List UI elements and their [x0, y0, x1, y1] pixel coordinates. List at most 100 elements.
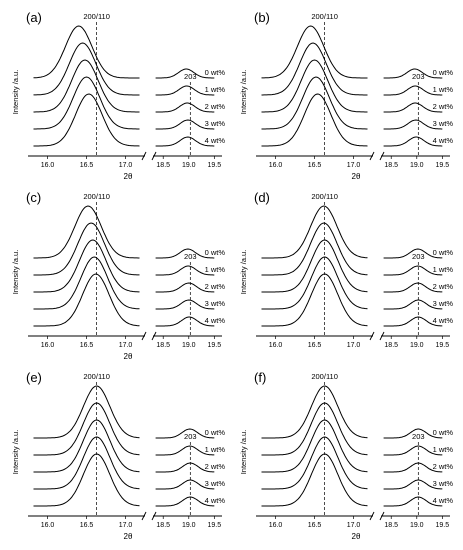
y-axis-label: Intensity /a.u. — [239, 430, 248, 475]
series-label: 1 wt% — [433, 85, 454, 94]
series-label: 3 wt% — [205, 119, 226, 128]
axis-break-mark — [369, 151, 375, 161]
x-tick-label: 16.5 — [308, 162, 322, 169]
series-label: 3 wt% — [205, 299, 226, 308]
x-tick-label: 18.5 — [156, 342, 170, 349]
series-line-right — [383, 496, 443, 507]
series-line-left — [33, 273, 140, 327]
x-axis-label: 2θ — [352, 532, 361, 541]
series-line-right — [383, 248, 443, 259]
x-tick-label: 16.0 — [41, 522, 55, 529]
series-line-left — [33, 59, 140, 113]
peak-label: 203 — [184, 252, 197, 261]
x-tick-label: 19.5 — [436, 342, 450, 349]
series-label: 4 wt% — [433, 136, 454, 145]
x-tick-label: 17.0 — [119, 522, 133, 529]
peak-label: 200/110 — [311, 372, 338, 381]
y-axis-label: Intensity /a.u. — [239, 70, 248, 115]
series-label: 4 wt% — [433, 316, 454, 325]
series-label: 0 wt% — [205, 428, 226, 437]
axis-break-mark — [379, 331, 385, 341]
series-line-right — [383, 85, 443, 96]
x-tick-label: 19.0 — [410, 342, 424, 349]
x-tick-label: 16.0 — [269, 522, 283, 529]
series-line-left — [261, 419, 368, 473]
series-label: 4 wt% — [433, 496, 454, 505]
axis-break-mark — [141, 511, 147, 521]
series-line-right — [383, 445, 443, 456]
x-tick-label: 16.5 — [80, 342, 94, 349]
x-tick-label: 16.0 — [41, 342, 55, 349]
series-label: 3 wt% — [433, 299, 454, 308]
x-tick-label: 17.0 — [119, 162, 133, 169]
series-line-left — [33, 42, 140, 96]
x-tick-label: 19.5 — [208, 342, 222, 349]
series-line-left — [33, 436, 140, 490]
series-line-left — [261, 93, 368, 147]
axis-break-mark — [379, 151, 385, 161]
x-tick-label: 16.5 — [80, 522, 94, 529]
series-line-left — [33, 25, 140, 79]
axis-break-mark — [151, 151, 157, 161]
x-tick-label: 17.0 — [347, 522, 361, 529]
series-line-left — [261, 76, 368, 130]
series-line-left — [33, 76, 140, 130]
series-label: 0 wt% — [433, 428, 454, 437]
axis-break-mark — [151, 331, 157, 341]
x-tick-label: 19.0 — [410, 162, 424, 169]
series-label: 2 wt% — [205, 462, 226, 471]
axis-break-mark — [369, 331, 375, 341]
series-line-right — [383, 119, 443, 130]
series-line-left — [261, 385, 368, 439]
axis-break-mark — [369, 511, 375, 521]
series-line-right — [155, 462, 215, 473]
series-line-left — [33, 222, 140, 276]
peak-label: 203 — [412, 432, 425, 441]
series-line-left — [33, 385, 140, 439]
series-line-right — [155, 119, 215, 130]
series-line-right — [155, 282, 215, 293]
panel-label: (e) — [26, 370, 42, 385]
y-axis-label: Intensity /a.u. — [11, 70, 20, 115]
peak-label: 200/110 — [311, 192, 338, 201]
peak-label: 200/110 — [83, 192, 110, 201]
series-line-right — [155, 248, 215, 259]
series-label: 1 wt% — [205, 445, 226, 454]
panel-b: (b) Intensity /a.u. 16.0 16.5 17.0 18.5 19.0 19… — [239, 10, 453, 181]
x-axis-label: 2θ — [352, 172, 361, 181]
x-tick-label: 18.5 — [384, 342, 398, 349]
x-tick-label: 18.5 — [384, 522, 398, 529]
series-label: 2 wt% — [433, 462, 454, 471]
panel-c: (c) Intensity /a.u. 16.0 16.5 17.0 18.5 19.0 19… — [11, 190, 225, 361]
x-tick-label: 18.5 — [384, 162, 398, 169]
series-line-left — [261, 205, 368, 259]
series-line-right — [155, 428, 215, 439]
series-label: 1 wt% — [205, 265, 226, 274]
series-line-left — [33, 93, 140, 147]
x-tick-label: 16.0 — [41, 162, 55, 169]
series-line-right — [155, 136, 215, 147]
peak-label: 203 — [412, 252, 425, 261]
series-line-right — [155, 316, 215, 327]
panel-label: (f) — [254, 370, 266, 385]
series-line-right — [383, 479, 443, 490]
series-line-right — [155, 68, 215, 79]
axis-break-mark — [141, 331, 147, 341]
series-line-right — [155, 85, 215, 96]
axis-break-mark — [141, 151, 147, 161]
x-tick-label: 18.5 — [156, 162, 170, 169]
series-line-left — [261, 222, 368, 276]
series-line-right — [155, 102, 215, 113]
series-line-right — [383, 316, 443, 327]
x-tick-label: 16.0 — [269, 342, 283, 349]
series-label: 3 wt% — [433, 119, 454, 128]
series-label: 1 wt% — [433, 265, 454, 274]
panel-label: (d) — [254, 190, 270, 205]
series-line-left — [33, 453, 140, 507]
x-tick-label: 18.5 — [156, 522, 170, 529]
series-label: 3 wt% — [433, 479, 454, 488]
series-label: 2 wt% — [205, 282, 226, 291]
panel-a: (a) Intensity /a.u. 16.0 16.5 17.0 18.5 19.0 19… — [11, 10, 225, 181]
series-line-left — [261, 25, 368, 79]
peak-label: 200/110 — [83, 12, 110, 21]
